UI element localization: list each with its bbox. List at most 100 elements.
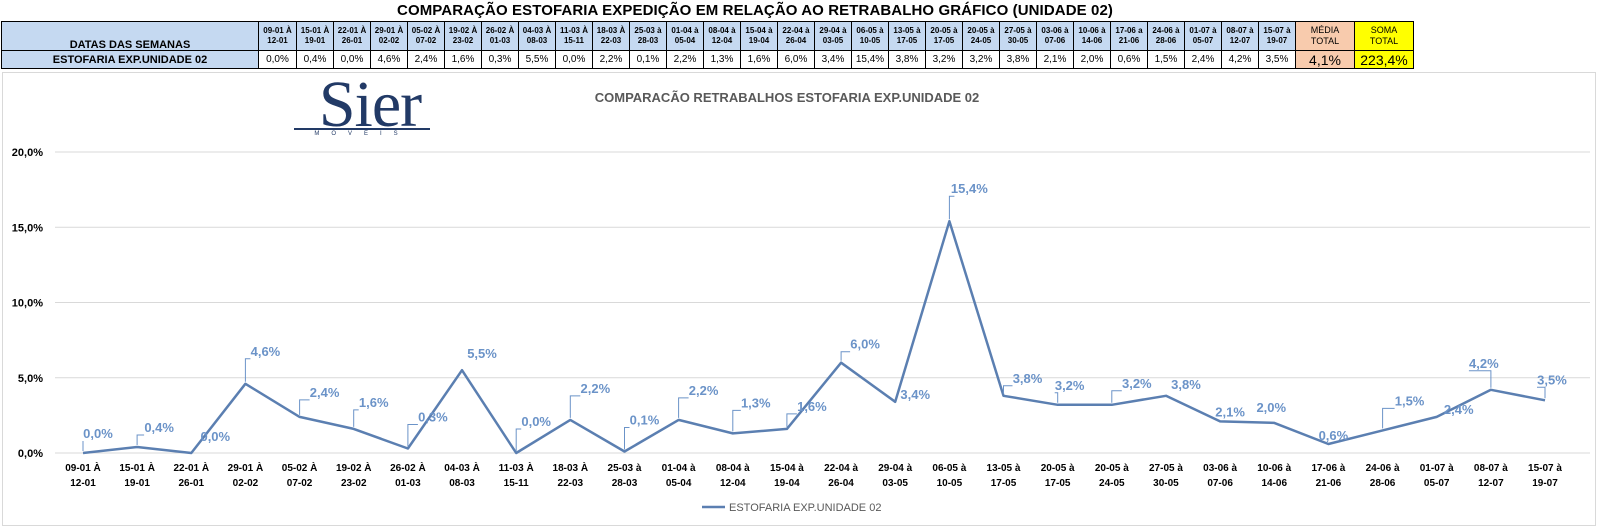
week-header-cell: 29-01 À 02-02 <box>370 21 408 51</box>
week-end-label: 17-05 <box>896 36 918 45</box>
data-label: 0,1% <box>630 412 660 427</box>
week-start-label: 08-04 à <box>708 26 736 35</box>
data-label: 2,2% <box>689 383 719 398</box>
x-tick-label-top: 03-06 à <box>1203 463 1237 474</box>
week-value-cell: 3,5% <box>1258 50 1296 69</box>
week-start-label: 25-03 à <box>634 26 662 35</box>
x-tick-label-top: 09-01 À <box>65 461 101 474</box>
week-value-cell: 0,0% <box>555 50 593 69</box>
week-start-label: 06-05 à <box>856 26 884 35</box>
x-tick-label-bottom: 23-02 <box>341 478 367 489</box>
soma-total-header-line-2: TOTAL <box>1369 36 1399 46</box>
data-label-leader <box>299 399 310 415</box>
data-label-leader <box>136 434 145 445</box>
week-value-cell: 3,4% <box>814 50 852 69</box>
data-label: 2,4% <box>1444 402 1474 417</box>
week-start-label: 15-01 À <box>300 26 330 35</box>
soma-total-header: SOMA TOTAL <box>1354 21 1414 51</box>
sier-logo: Sier MÓVEIS <box>290 72 450 140</box>
data-label: 2,2% <box>581 381 611 396</box>
y-tick-label: 10,0% <box>12 298 43 310</box>
data-label-leader <box>1003 385 1013 394</box>
data-label: 4,6% <box>251 344 281 359</box>
week-value-cell: 6,0% <box>777 50 815 69</box>
data-label: 0,6% <box>1319 428 1349 443</box>
week-start-label: 15-07 à <box>1263 26 1291 35</box>
data-label-leader <box>732 409 741 432</box>
x-tick-label-top: 17-06 à <box>1311 463 1345 474</box>
x-tick-label-top: 01-07 à <box>1420 463 1454 474</box>
data-label-leader <box>624 427 630 450</box>
data-label: 3,2% <box>1055 378 1085 393</box>
x-tick-label-bottom: 28-06 <box>1370 478 1396 489</box>
x-tick-label-bottom: 07-06 <box>1207 478 1233 489</box>
week-header-cell: 20-05 à 17-05 <box>925 21 963 51</box>
week-start-label: 03-06 à <box>1041 26 1069 35</box>
week-header-cell: 20-05 à 24-05 <box>962 21 1000 51</box>
table-value-row: ESTOFARIA EXP.UNIDADE 02 0,0% 0,4% 0,0% 4,6… <box>1 50 1414 69</box>
data-label-leader <box>786 413 797 427</box>
week-start-label: 20-05 à <box>967 26 995 35</box>
x-tick-label-top: 20-05 à <box>1041 463 1075 474</box>
data-label-leader <box>1468 370 1492 388</box>
x-tick-label-top: 27-05 à <box>1149 463 1183 474</box>
data-label-leader <box>840 351 851 361</box>
x-tick-label-top: 15-01 À <box>119 461 155 474</box>
week-header-cell: 08-04 à 12-04 <box>703 21 741 51</box>
x-tick-label-bottom: 26-01 <box>179 478 205 489</box>
x-tick-label-top: 06-05 à <box>932 463 966 474</box>
data-label-leader <box>407 424 418 447</box>
chart-area <box>2 72 1596 526</box>
week-value-cell: 0,4% <box>296 50 334 69</box>
x-tick-label-bottom: 08-03 <box>449 478 475 489</box>
week-end-label: 05-04 <box>674 36 696 45</box>
x-tick-label-top: 20-05 à <box>1095 463 1129 474</box>
week-end-label: 28-06 <box>1155 36 1177 45</box>
media-total-header: MÉDIA TOTAL <box>1295 21 1355 51</box>
week-header-cell: 01-04 à 05-04 <box>666 21 704 51</box>
x-tick-label-bottom: 05-04 <box>666 478 692 489</box>
data-label-leader <box>1382 407 1395 429</box>
x-tick-label-bottom: 02-02 <box>233 478 259 489</box>
x-tick-label-top: 25-03 à <box>608 463 642 474</box>
week-header-cell: 18-03 À 22-03 <box>592 21 630 51</box>
y-tick-label: 20,0% <box>12 147 43 159</box>
week-header-cell: 04-03 À 08-03 <box>518 21 556 51</box>
week-end-label: 02-02 <box>378 36 400 45</box>
week-value-cell: 15,4% <box>851 50 889 69</box>
week-header-cell: 27-05 à 30-05 <box>999 21 1037 51</box>
x-tick-label-bottom: 28-03 <box>612 478 638 489</box>
week-end-label: 15-11 <box>563 36 585 45</box>
x-tick-label-top: 01-04 à <box>662 463 696 474</box>
x-tick-label-bottom: 01-03 <box>395 478 421 489</box>
data-label: 15,4% <box>951 181 988 196</box>
week-header-cell: 13-05 à 17-05 <box>888 21 926 51</box>
x-tick-label-bottom: 22-03 <box>558 478 584 489</box>
week-start-label: 04-03 À <box>522 26 552 35</box>
x-tick-label-top: 05-02 À <box>282 461 318 474</box>
week-start-label: 20-05 à <box>930 26 958 35</box>
x-tick-label-bottom: 17-05 <box>1045 478 1071 489</box>
row-label-cell: ESTOFARIA EXP.UNIDADE 02 <box>1 50 259 69</box>
week-header-cell: 29-04 à 03-05 <box>814 21 852 51</box>
week-end-label: 22-03 <box>600 36 622 45</box>
week-start-label: 19-02 À <box>448 26 478 35</box>
data-label: 0,4% <box>144 420 174 435</box>
week-start-label: 10-06 à <box>1078 26 1106 35</box>
x-tick-label-bottom: 05-07 <box>1424 478 1450 489</box>
week-value-cell: 5,5% <box>518 50 556 69</box>
legend-label: ESTOFARIA EXP.UNIDADE 02 <box>729 502 881 514</box>
week-end-label: 10-05 <box>859 36 881 45</box>
x-tick-label-bottom: 12-01 <box>70 478 96 489</box>
data-label-leader <box>678 397 689 418</box>
x-tick-label-bottom: 03-05 <box>882 478 908 489</box>
week-start-label: 22-01 À <box>337 26 367 35</box>
x-tick-label-top: 04-03 À <box>444 461 480 474</box>
data-label: 1,5% <box>1395 393 1425 408</box>
x-tick-label-bottom: 07-02 <box>287 478 313 489</box>
y-tick-label: 5,0% <box>18 373 43 385</box>
week-value-cell: 1,6% <box>444 50 482 69</box>
x-tick-label-top: 10-06 à <box>1257 463 1291 474</box>
soma-total-value: 223,4% <box>1354 50 1414 69</box>
week-start-label: 09-01 À <box>263 26 292 35</box>
